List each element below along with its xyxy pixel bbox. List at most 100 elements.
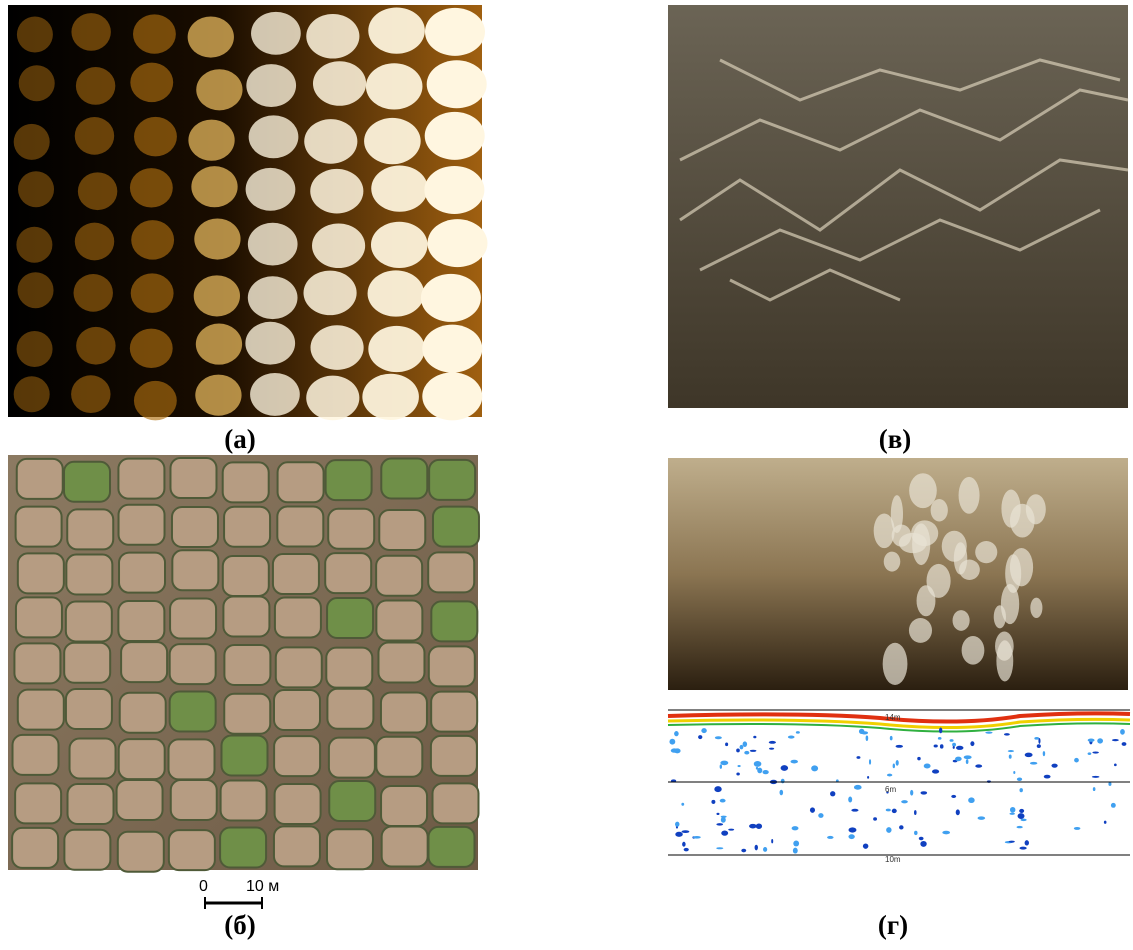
- echo-target: [1111, 803, 1116, 808]
- echo-target: [736, 748, 740, 752]
- echo-target: [856, 756, 860, 759]
- polygon-cell: [172, 507, 218, 547]
- echo-target: [1074, 758, 1079, 763]
- polygon-cell: [223, 462, 269, 502]
- sonar-object: [954, 542, 967, 574]
- echo-target: [1010, 807, 1015, 813]
- polygon-cell: [381, 786, 427, 826]
- echo-target: [763, 770, 769, 774]
- echo-target: [873, 817, 877, 820]
- sonar-object: [931, 499, 948, 521]
- polygon-cell: [66, 601, 112, 641]
- polygon-cell: [327, 598, 373, 638]
- sonar-object: [926, 564, 950, 598]
- polygon-cell: [221, 781, 267, 821]
- polygon-cell: [17, 459, 63, 499]
- cell: [313, 61, 366, 106]
- echo-target: [1009, 813, 1015, 815]
- figure-images: 14m 6m 10m: [0, 0, 1133, 950]
- panel-label: (г): [878, 910, 908, 941]
- echo-target: [950, 739, 954, 742]
- cell: [371, 165, 428, 211]
- scale-start: 0: [199, 878, 208, 896]
- polygon-cell: [382, 827, 428, 867]
- echo-target: [1051, 764, 1057, 768]
- polygon-cell: [224, 645, 270, 685]
- polygon-cell: [170, 599, 216, 639]
- cell: [18, 171, 54, 207]
- polygon-cell: [16, 597, 62, 637]
- echo-target: [675, 822, 679, 827]
- cell: [17, 16, 53, 52]
- depth-label: 14m: [885, 713, 901, 722]
- echo-target: [917, 757, 920, 760]
- polygon-cell: [66, 555, 112, 595]
- polygon-cell: [327, 689, 373, 729]
- echo-target: [1019, 788, 1022, 792]
- echo-target: [1013, 771, 1015, 774]
- cell: [312, 223, 365, 268]
- cell: [71, 375, 110, 413]
- echo-target: [675, 832, 682, 837]
- echo-target: [714, 786, 721, 792]
- cell: [427, 60, 487, 108]
- echo-target: [910, 790, 913, 796]
- echo-target: [1017, 778, 1022, 781]
- cell: [131, 220, 174, 259]
- echo-target: [861, 731, 868, 734]
- polygon-cell: [119, 505, 165, 545]
- echo-target: [1034, 737, 1039, 740]
- echo-target: [1030, 762, 1037, 765]
- cell: [134, 117, 177, 156]
- polygon-cell: [221, 735, 267, 775]
- cell: [194, 275, 240, 316]
- cell: [421, 274, 481, 322]
- polygon-cell: [121, 642, 167, 682]
- polygon-cell: [275, 784, 321, 824]
- echo-target: [849, 827, 857, 832]
- echo-target: [919, 837, 924, 840]
- polygon-cell: [223, 556, 269, 596]
- echo-target: [951, 795, 956, 798]
- cell: [422, 372, 482, 420]
- polygon-cell: [428, 827, 474, 867]
- echo-target: [1009, 754, 1012, 758]
- polygon-cell: [68, 784, 114, 824]
- figure: 14m 6m 10m (а) (в) (б) (г) 0 10 м: [0, 0, 1133, 950]
- polygon-cell: [378, 643, 424, 683]
- echo-target: [970, 741, 974, 746]
- echo-target: [1043, 751, 1045, 756]
- polygon-cell: [428, 552, 474, 592]
- echo-target: [720, 764, 722, 768]
- sonar-object: [909, 473, 937, 508]
- echo-target: [711, 800, 715, 804]
- cell: [424, 166, 484, 214]
- echo-target: [939, 728, 942, 734]
- echo-target: [1104, 821, 1107, 824]
- echo-target: [964, 755, 972, 759]
- echo-target: [728, 829, 734, 831]
- echo-target: [848, 834, 854, 839]
- polygon-cell: [326, 648, 372, 688]
- cell: [18, 272, 54, 308]
- echo-target: [1025, 753, 1033, 758]
- echo-target: [942, 831, 950, 835]
- echo-target: [1025, 840, 1029, 845]
- sonar-object: [1010, 548, 1033, 586]
- polygon-cell: [433, 507, 479, 547]
- echo-target: [756, 823, 762, 828]
- polygon-cell: [276, 647, 322, 687]
- cell: [368, 7, 425, 53]
- echo-target: [721, 831, 728, 836]
- cell: [427, 219, 487, 267]
- echo-target: [940, 744, 944, 748]
- echo-target: [896, 745, 903, 748]
- polygon-cell: [18, 553, 64, 593]
- echo-target: [1008, 750, 1014, 752]
- sonar-object: [996, 640, 1013, 681]
- echo-target: [792, 826, 799, 830]
- cell: [188, 120, 234, 161]
- echo-target: [753, 736, 756, 739]
- sonar-object: [1030, 598, 1042, 618]
- polygon-cell: [16, 507, 62, 547]
